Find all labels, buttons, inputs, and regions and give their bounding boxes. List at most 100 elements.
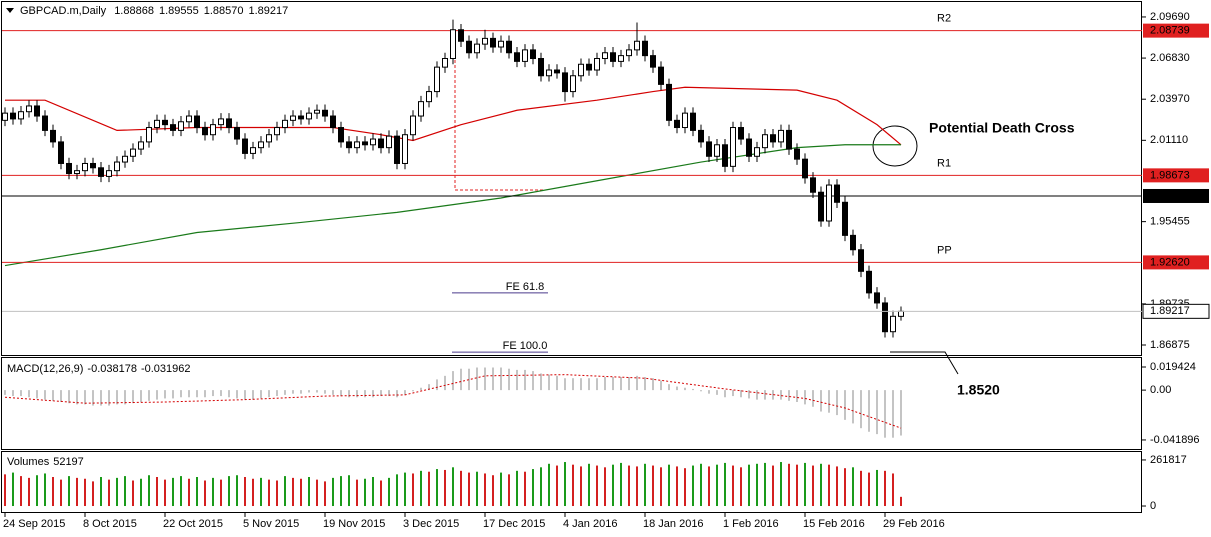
candle-body [394, 135, 400, 164]
candle-body [282, 119, 288, 129]
open: 1.88868 [114, 5, 154, 17]
y-tick-label: 1.95455 [1150, 216, 1190, 228]
candle-body [674, 119, 680, 129]
macd-title: MACD(12,26,9) [7, 363, 83, 375]
candle-body [322, 109, 328, 117]
volume-header: Volumes 52197 [7, 456, 84, 468]
menu-arrow[interactable] [6, 8, 14, 13]
candle-body [178, 121, 184, 131]
candle-body [498, 40, 504, 48]
x-tick-label: 19 Nov 2015 [323, 518, 385, 530]
last-price: 1.89217 [1150, 305, 1190, 317]
candle-body [762, 134, 768, 149]
candle-body [162, 119, 168, 126]
macd-main: -0.038178 [87, 363, 137, 375]
candle-body [346, 141, 352, 149]
level-price: 1.92620 [1150, 256, 1190, 268]
candle-body [634, 40, 640, 51]
candle-body [130, 148, 136, 157]
low: 1.88570 [204, 5, 244, 17]
x-tick-label: 29 Feb 2016 [883, 518, 945, 530]
candle-body [154, 119, 160, 129]
candle-body [882, 302, 888, 333]
candle-body [650, 55, 656, 68]
level-name: R1 [937, 157, 951, 169]
candle-body [66, 162, 72, 175]
candle-body [666, 83, 672, 121]
candle-body [354, 141, 360, 149]
candle-body [858, 249, 864, 272]
candle-body [794, 148, 800, 160]
x-tick-label: 1 Feb 2016 [723, 518, 779, 530]
candle-body [898, 310, 904, 317]
target-pointer [890, 351, 959, 375]
candle-body [482, 37, 488, 45]
candle-body [194, 115, 200, 129]
candle-body [378, 138, 384, 149]
candle-body [562, 72, 568, 93]
y-tick-label: 0.00 [1150, 384, 1171, 396]
macd-header: MACD(12,26,9) -0.038178 -0.031962 [7, 363, 191, 375]
candle-body [266, 134, 272, 143]
candle-body [90, 162, 96, 169]
fib-dashed-line [454, 40, 545, 191]
candle-body [362, 141, 368, 146]
candle-body [138, 141, 144, 150]
candle-body [786, 129, 792, 150]
candle-body [642, 40, 648, 57]
macd-signal-line [4, 374, 902, 429]
candle-body [842, 201, 848, 236]
candle-body [82, 162, 88, 172]
candle-body [746, 138, 752, 157]
y-tick-label: 1.86875 [1150, 339, 1190, 351]
x-tick-label: 3 Dec 2015 [403, 518, 459, 530]
candle-body [274, 127, 280, 136]
candle-body [514, 52, 520, 62]
candle-body [26, 105, 32, 113]
candle-body [530, 49, 536, 60]
candle-body [834, 184, 840, 203]
candle-body [522, 49, 528, 62]
candle-body [314, 109, 320, 114]
candle-body [618, 55, 624, 62]
candle-body [370, 138, 376, 146]
candle-body [554, 69, 560, 74]
candle-body [402, 134, 408, 164]
y-tick-label: 0.019424 [1150, 361, 1196, 373]
candle-body [626, 49, 632, 57]
candle-body [298, 115, 304, 120]
candle-body [42, 115, 48, 131]
x-tick-label: 24 Sep 2015 [3, 518, 65, 530]
candle-body [850, 234, 856, 251]
candle-body [658, 66, 664, 85]
candle-body [146, 127, 152, 143]
candle-body [826, 184, 832, 222]
level-price: 1.97239 [1150, 190, 1190, 202]
candle-body [810, 177, 816, 193]
chart-header: GBPCAD.m,Daily 1.88868 1.89555 1.88570 1.892… [20, 5, 288, 17]
candle-body [410, 115, 416, 136]
candle-body [122, 155, 128, 163]
macd-signal: -0.031962 [141, 363, 191, 375]
candle-body [706, 141, 712, 157]
symbol: GBPCAD.m,Daily [20, 5, 107, 17]
candle-body [442, 58, 448, 68]
moving-average [4, 144, 901, 267]
x-tick-label: 15 Feb 2016 [803, 518, 865, 530]
candle-body [434, 66, 440, 93]
candle-body [722, 144, 728, 167]
candle-body [802, 158, 808, 179]
candle-body [610, 52, 616, 62]
candle-body [50, 129, 56, 143]
candle-body [234, 127, 240, 140]
x-tick-label: 17 Dec 2015 [483, 518, 545, 530]
candle-body [690, 112, 696, 131]
high: 1.89555 [159, 5, 199, 17]
candle-body [170, 124, 176, 131]
y-tick-label: 261817 [1150, 454, 1187, 466]
fib-label: FE 100.0 [503, 340, 548, 352]
candle-body [202, 127, 208, 136]
candle-body [330, 115, 336, 129]
